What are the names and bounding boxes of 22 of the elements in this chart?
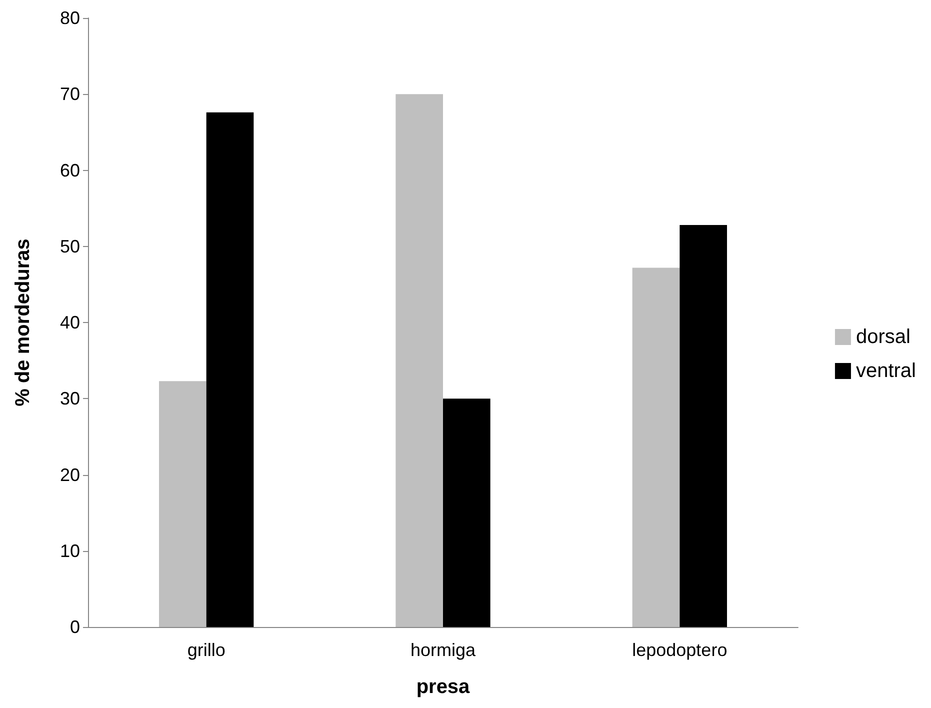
y-tick-label: 20 [60, 464, 80, 485]
x-axis-title: presa [416, 676, 471, 698]
x-tick-label: grillo [187, 640, 226, 660]
bar [396, 94, 443, 627]
y-tick-label: 10 [60, 540, 80, 561]
y-axis-title: % de mordeduras [12, 238, 34, 406]
y-tick-label: 60 [60, 160, 80, 180]
legend-label: ventral [856, 360, 916, 382]
y-tick-label: 30 [60, 388, 80, 409]
bar [632, 268, 680, 627]
y-tick-label: 50 [60, 236, 80, 256]
x-tick-label: lepodoptero [632, 640, 728, 660]
y-tick-label: 0 [70, 617, 80, 637]
y-tick-label: 40 [60, 312, 80, 332]
y-tick-label: 80 [60, 8, 80, 28]
legend-label: dorsal [856, 326, 910, 348]
bar [680, 225, 727, 627]
bar [159, 381, 206, 627]
bar [206, 112, 254, 627]
bar [443, 398, 490, 627]
x-tick-label: hormiga [410, 640, 477, 660]
y-tick-label: 70 [60, 84, 80, 104]
